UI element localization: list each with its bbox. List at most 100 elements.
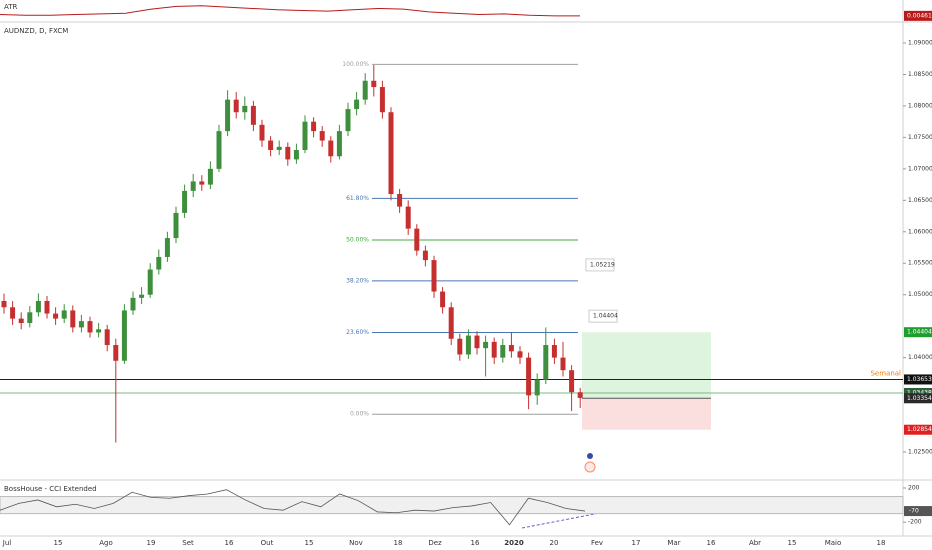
price-badge-label: 1.03354 <box>907 395 932 402</box>
price-badge <box>904 393 932 404</box>
x-tick-label: Mar <box>667 539 680 547</box>
candle-body <box>113 345 119 361</box>
atr-title: ATR <box>4 3 18 11</box>
price-badge <box>904 424 932 435</box>
candle-body <box>491 341 497 358</box>
candle-body <box>319 131 325 141</box>
candle-body <box>53 313 59 319</box>
candle-body <box>156 256 162 270</box>
cci-band <box>0 496 904 515</box>
candle-body <box>457 338 463 355</box>
candle-body <box>233 99 239 113</box>
fib-label: 100.00% <box>342 61 369 68</box>
candle-body <box>216 131 222 169</box>
price-badge-label: 1.02854 <box>907 426 932 433</box>
candle-body <box>371 80 377 88</box>
candle-body <box>543 345 549 380</box>
candle-body <box>302 121 308 150</box>
event-icon <box>587 453 593 459</box>
fib-label: 23.60% <box>346 329 369 336</box>
candle-body <box>285 146 291 160</box>
candle-body <box>405 206 411 229</box>
candle-body <box>560 357 566 371</box>
fib-label: 50.00% <box>346 236 369 243</box>
candle-body <box>414 228 420 251</box>
cci-line <box>0 489 586 526</box>
x-tick-label: Dez <box>428 539 442 547</box>
y-tick-label: 1.06500 <box>908 197 932 204</box>
candle-body <box>448 307 454 339</box>
price-badge <box>904 327 932 338</box>
atr-badge <box>904 10 932 21</box>
callout-label: 1.04404 <box>593 313 618 320</box>
candle-body <box>268 140 274 150</box>
x-tick-label: 16 <box>225 539 234 547</box>
price-badge <box>904 374 932 385</box>
candle-body <box>121 310 127 361</box>
x-tick-label: Nov <box>349 539 363 547</box>
candle-body <box>440 291 446 308</box>
x-tick-label: 16 <box>707 539 716 547</box>
y-tick-label: 1.05000 <box>908 291 932 298</box>
candle-body <box>87 321 93 333</box>
price-badge <box>904 387 932 398</box>
y-tick-label: 1.02500 <box>908 449 932 456</box>
candle-body <box>70 310 76 328</box>
atr-badge-label: 0.00461 <box>907 12 932 19</box>
x-tick-label: Abr <box>749 539 761 547</box>
candle-body <box>250 105 256 125</box>
candle-body <box>293 149 299 160</box>
candle-body <box>44 300 50 314</box>
candle-body <box>27 312 33 324</box>
candle-body <box>483 341 489 349</box>
y-tick-label: 1.04000 <box>908 354 932 361</box>
x-tick-label: Maio <box>825 539 842 547</box>
candle-body <box>569 370 575 393</box>
price-badge-label: 1.03653 <box>907 376 932 383</box>
cci-tick-label: -200 <box>908 519 922 526</box>
candle-body <box>422 250 428 261</box>
candle-body <box>397 194 403 207</box>
callout-label: 1.05219 <box>590 261 615 268</box>
candle-body <box>379 87 385 113</box>
x-tick-label: 18 <box>394 539 403 547</box>
x-tick-label: 15 <box>54 539 63 547</box>
candle-body <box>328 140 334 157</box>
candle-body <box>311 121 317 132</box>
candle-body <box>78 321 84 328</box>
candle-body <box>276 146 282 150</box>
x-tick-label: 18 <box>877 539 886 547</box>
candle-body <box>431 260 437 292</box>
x-tick-label: 2020 <box>504 539 524 547</box>
x-tick-label: Ago <box>99 539 113 547</box>
candle-body <box>35 300 41 313</box>
x-tick-label: 15 <box>788 539 797 547</box>
event-icon <box>584 461 596 473</box>
candle-body <box>225 99 231 132</box>
candle-body <box>199 181 205 185</box>
chart-title: AUDNZD, D, FXCM <box>4 27 68 35</box>
candle-body <box>362 80 368 100</box>
cci-badge-label: -70 <box>909 508 919 515</box>
candle-body <box>61 310 67 319</box>
candle-body <box>354 99 360 110</box>
candle-body <box>164 238 170 257</box>
candle-body <box>18 318 24 324</box>
cci-title: BossHouse - CCI Extended <box>4 485 97 493</box>
candle-body <box>190 181 196 191</box>
x-tick-label: Fev <box>591 539 603 547</box>
candle-body <box>577 392 583 398</box>
candle-body <box>551 345 557 358</box>
candle-body <box>207 168 213 185</box>
cci-tick-label: 200 <box>908 484 920 491</box>
x-tick-label: 19 <box>147 539 156 547</box>
candle-body <box>508 345 514 352</box>
candle-body <box>10 307 16 319</box>
price-badge-label: 1.03438 <box>907 389 932 396</box>
y-tick-label: 1.07000 <box>908 165 932 172</box>
y-tick-label: 1.08000 <box>908 102 932 109</box>
x-tick-label: Set <box>182 539 194 547</box>
trend-line <box>521 511 606 529</box>
